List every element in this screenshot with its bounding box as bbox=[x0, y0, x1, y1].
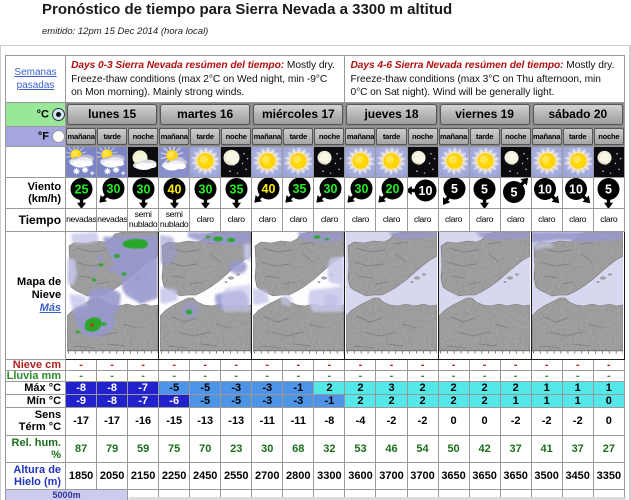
svg-text:40: 40 bbox=[261, 181, 275, 195]
svg-text:30: 30 bbox=[323, 181, 337, 195]
svg-text:30: 30 bbox=[198, 182, 212, 196]
svg-text:35: 35 bbox=[292, 181, 306, 195]
svg-text:25: 25 bbox=[74, 182, 88, 196]
svg-text:30: 30 bbox=[355, 181, 369, 195]
svg-text:5: 5 bbox=[605, 182, 612, 196]
svg-text:40: 40 bbox=[167, 182, 181, 196]
svg-text:5: 5 bbox=[511, 185, 518, 199]
svg-text:20: 20 bbox=[386, 181, 400, 195]
svg-text:5: 5 bbox=[481, 182, 488, 196]
svg-text:10: 10 bbox=[419, 183, 433, 197]
svg-text:5: 5 bbox=[451, 181, 458, 195]
svg-text:10: 10 bbox=[538, 182, 552, 196]
svg-text:35: 35 bbox=[229, 182, 243, 196]
svg-text:30: 30 bbox=[136, 182, 150, 196]
svg-text:10: 10 bbox=[569, 182, 583, 196]
svg-text:30: 30 bbox=[106, 181, 120, 195]
